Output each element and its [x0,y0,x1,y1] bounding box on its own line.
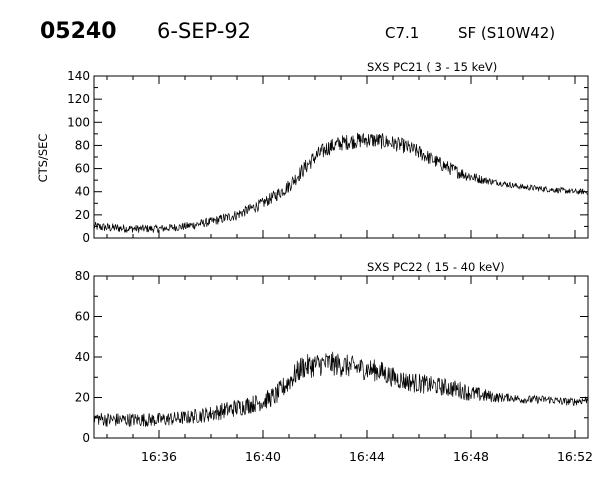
y-tick-label: 60 [75,162,90,176]
y-tick-label: 100 [67,115,90,129]
y-tick-label: 120 [67,92,90,106]
pc21-count-rate-line [93,132,589,233]
panel-pc22-y-tick-labels: 0 20 40 60 80 [75,269,90,445]
pc22-count-rate-line [93,351,589,428]
panel-pc21: SXS PC21 ( 3 - 15 keV) CTS/SEC 0 20 40 60 80… [36,60,589,245]
y-tick-label: 60 [75,310,90,324]
y-tick-label: 0 [82,431,90,445]
x-tick-label: 16:52 [557,449,593,464]
panel-pc22-title: SXS PC22 ( 15 - 40 keV) [367,260,505,274]
y-tick-label: 20 [75,208,90,222]
y-tick-label: 80 [75,138,90,152]
panel-pc21-title: SXS PC21 ( 3 - 15 keV) [367,60,497,74]
x-tick-label: 16:48 [453,449,489,464]
event-date: 6-SEP-92 [157,19,251,43]
y-tick-label: 40 [75,350,90,364]
flare-location: SF (S10W42) [458,24,555,42]
panel-pc21-ticks [94,75,588,239]
y-tick-label: 140 [67,69,90,83]
y-tick-label: 80 [75,269,90,283]
y-tick-label: 20 [75,391,90,405]
y-tick-label: 0 [82,231,90,245]
y-tick-label: 40 [75,185,90,199]
panel-pc22-ticks [94,275,588,439]
panel-pc22: SXS PC22 ( 15 - 40 keV) 0 20 40 60 80 [75,260,589,445]
event-id: 05240 [40,19,117,44]
x-tick-label: 16:40 [245,449,281,464]
panel-pc21-y-tick-labels: 0 20 40 60 80 100 120 140 [67,69,90,245]
x-tick-label: 16:36 [141,449,177,464]
y-axis-label: CTS/SEC [36,134,50,183]
goes-class: C7.1 [385,24,419,42]
x-tick-label: 16:44 [349,449,385,464]
panel-pc21-frame [93,75,589,239]
x-tick-labels: 16:36 16:40 16:44 16:48 16:52 [141,449,593,464]
